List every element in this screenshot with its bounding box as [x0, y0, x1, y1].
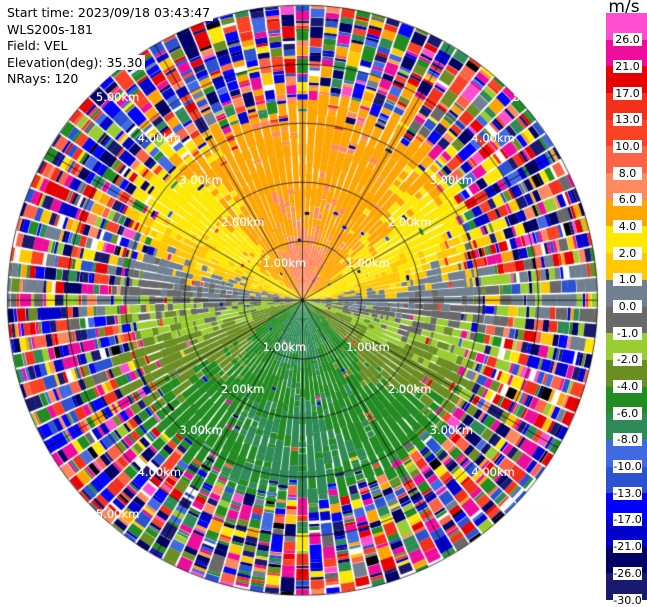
ring-label: 2.00km: [387, 381, 432, 396]
ring-label: 1.00km: [262, 256, 307, 271]
ring-label: 1.00km: [346, 339, 390, 354]
ring-label: 4.00km: [471, 465, 515, 480]
instrument-label: WLS200s-181: [4, 21, 96, 37]
colorbar-tick-label: -4.0: [613, 380, 642, 394]
colorbar-tick-label: 6.0: [613, 193, 642, 207]
ring-label: 3.00km: [179, 423, 223, 438]
ring-label: 5.00km: [513, 506, 557, 521]
elevation-label: Elevation(deg): 35.30: [4, 54, 146, 70]
field-label: Field: VEL: [4, 38, 71, 54]
colorbar-tick-label: 26.0: [613, 33, 642, 47]
colorbar-tick-label: 4.0: [613, 219, 642, 233]
ring-label: 5.00km: [95, 89, 140, 104]
ring-label: 2.00km: [221, 214, 265, 229]
colorbar-tick-label: -17.0: [613, 513, 642, 527]
ring-label: 5.00km: [513, 89, 557, 104]
colorbar-tick-label: -2.0: [613, 353, 642, 367]
ring-label: 3.00km: [429, 423, 474, 438]
colorbar-tick-label: -6.0: [613, 406, 642, 420]
colorbar-tick-label: -13.0: [613, 486, 642, 500]
colorbar-tick-label: 1.0: [613, 273, 642, 287]
colorbar-tick-label: 2.0: [613, 246, 642, 260]
colorbar-tick-label: 10.0: [613, 139, 642, 153]
ring-label: 1.00km: [262, 339, 307, 354]
ring-label: 2.00km: [221, 381, 265, 396]
colorbar-tick-label: 0.0: [613, 300, 642, 313]
ring-label: 3.00km: [429, 173, 474, 188]
ring-label: 3.00km: [179, 173, 223, 188]
colorbar-tick-label: 17.0: [613, 86, 642, 100]
scan-metadata-panel: Start time: 2023/09/18 03:43:47 WLS200s-…: [4, 5, 214, 88]
start-time-label: Start time: 2023/09/18 03:43:47: [4, 5, 214, 21]
ring-label: 4.00km: [137, 465, 182, 480]
colorbar-tick-label: -10.0: [613, 460, 642, 474]
colorbar-tick-label: -21.0: [613, 540, 642, 554]
colorbar-tick-label: -26.0: [613, 566, 642, 580]
colorbar-tick-label: 21.0: [613, 59, 642, 73]
colorbar-tick-label: -8.0: [613, 433, 642, 447]
colorbar-tick-label: -30.0: [613, 593, 642, 607]
colorbar-tick-label: 13.0: [613, 113, 642, 127]
nrays-label: NRays: 120: [4, 71, 82, 87]
ring-label: 5.00km: [95, 506, 140, 521]
ring-label: 4.00km: [137, 131, 182, 146]
velocity-colorbar: 26.0 21.0 17.0 13.0 10.0 8.0 6.0 4.0 2.0 1.0 0.0 -1…: [606, 13, 647, 607]
colorbar-tick-label: -1.0: [613, 326, 642, 340]
ring-label: 2.00km: [387, 214, 432, 229]
colorbar-tick-label: 8.0: [613, 166, 642, 180]
ring-label: 1.00km: [346, 256, 390, 271]
colorbar-units-label: m/s: [608, 0, 640, 17]
ring-label: 4.00km: [471, 131, 515, 146]
